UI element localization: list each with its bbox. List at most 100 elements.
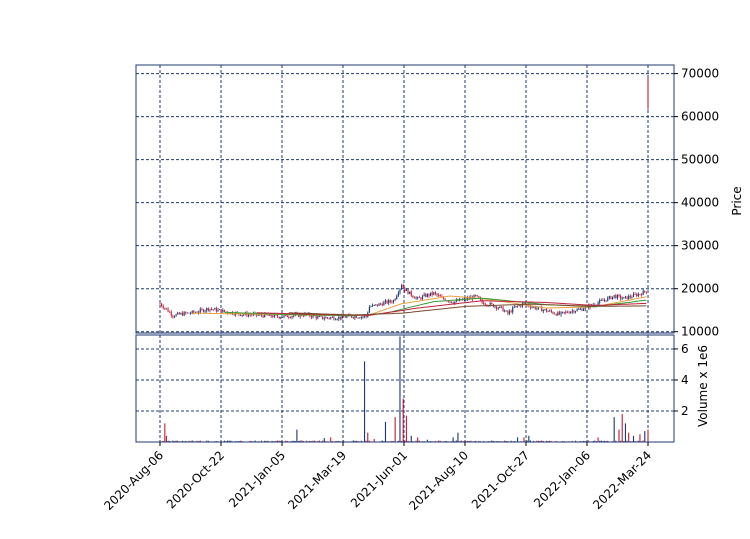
volume-bar: [505, 440, 507, 442]
volume-bar: [639, 434, 641, 442]
volume-bar: [330, 437, 332, 442]
volume-bar: [338, 440, 340, 442]
volume-bar: [599, 440, 601, 442]
volume-y-axis: 2 4 6: [674, 342, 689, 418]
candle-body: [320, 316, 322, 317]
volume-bar: [167, 440, 169, 442]
volume-bar: [265, 440, 267, 442]
volume-bar: [343, 440, 345, 442]
candle-body: [525, 303, 527, 305]
candle-body: [362, 316, 364, 318]
volume-bar: [571, 440, 573, 442]
candle-body: [415, 297, 417, 299]
candle-body: [165, 308, 168, 310]
candle-body: [162, 306, 164, 309]
candle-body: [315, 316, 317, 319]
candle-body: [442, 297, 445, 299]
candle-body: [605, 300, 607, 302]
x-tick-label: 2020-Aug-06: [101, 448, 166, 513]
volume-bar: [594, 440, 596, 442]
candle-body: [579, 308, 581, 310]
candle-body: [644, 290, 646, 292]
candle-body: [581, 308, 583, 311]
candle-body: [425, 294, 427, 297]
price-y-tick-label: 50000: [681, 153, 719, 167]
candle-body: [175, 314, 177, 317]
volume-bar: [533, 440, 535, 442]
volume-bar: [401, 440, 403, 442]
candle-body: [541, 307, 543, 312]
price-y-tick-label: 10000: [681, 325, 719, 339]
volume-bar: [626, 440, 628, 442]
candle-body: [500, 306, 503, 308]
candle-body: [177, 312, 179, 315]
candle-body: [502, 306, 504, 312]
volume-bar: [399, 336, 401, 442]
candle-body: [270, 314, 272, 317]
candle-body: [288, 317, 290, 318]
volume-bar: [354, 440, 356, 442]
volume-bar: [504, 440, 506, 442]
candle-body: [278, 316, 280, 319]
volume-bar: [407, 440, 409, 442]
candle-body: [338, 316, 340, 320]
volume-bar: [285, 440, 287, 442]
volume-bar: [165, 435, 168, 442]
candle-body: [389, 300, 391, 302]
candle-body: [161, 303, 163, 307]
candle-body: [169, 311, 171, 313]
candle-body: [405, 289, 407, 291]
candle-body: [570, 311, 572, 314]
candle-body: [380, 303, 382, 305]
volume-bar: [309, 440, 311, 442]
volume-bar: [418, 440, 420, 442]
x-tick-label: 2021-Oct-27: [469, 448, 532, 511]
volume-bar: [457, 432, 459, 442]
candle-body: [457, 299, 459, 301]
candle-body: [346, 316, 348, 318]
candle-body: [475, 294, 477, 296]
candle-body: [516, 305, 519, 307]
volume-bar: [637, 440, 639, 442]
x-tick-label: 2022-Mar-24: [590, 448, 654, 512]
candle-body: [341, 315, 343, 319]
candle-body: [428, 293, 430, 296]
candle-body: [430, 292, 432, 296]
candle-body: [359, 317, 361, 319]
candle-body: [499, 306, 501, 308]
candle-body: [452, 302, 454, 304]
volume-bar: [336, 440, 338, 442]
candle-body: [576, 309, 578, 312]
candle-body: [293, 315, 295, 317]
candle-body: [317, 316, 319, 319]
candle-body: [631, 297, 633, 298]
candle-body: [463, 298, 465, 300]
candle-body: [159, 303, 161, 305]
volume-bar: [175, 440, 177, 442]
candle-body: [433, 292, 435, 295]
volume-bar: [239, 440, 242, 442]
volume-bar: [373, 438, 375, 442]
candle-body: [534, 306, 536, 309]
candle-body: [399, 288, 401, 293]
volume-bar: [583, 440, 585, 442]
candle-body: [634, 293, 636, 295]
candle-body: [624, 296, 627, 298]
candle-body: [401, 285, 403, 289]
volume-bar: [230, 440, 232, 442]
volume-bar: [264, 440, 266, 442]
candle-body: [209, 309, 211, 311]
candle-body: [434, 292, 436, 294]
candle-body: [186, 312, 188, 314]
candle-body: [331, 317, 333, 318]
candle-body: [626, 296, 628, 300]
candle-body: [533, 306, 535, 308]
volume-bar: [492, 440, 494, 442]
moving-average-lines: [192, 295, 647, 317]
candle-body: [629, 296, 631, 298]
candle-body: [210, 309, 213, 310]
volume-bar: [405, 415, 407, 442]
candle-body: [520, 305, 522, 307]
volume-bar: [526, 440, 528, 442]
candle-body: [602, 300, 604, 301]
